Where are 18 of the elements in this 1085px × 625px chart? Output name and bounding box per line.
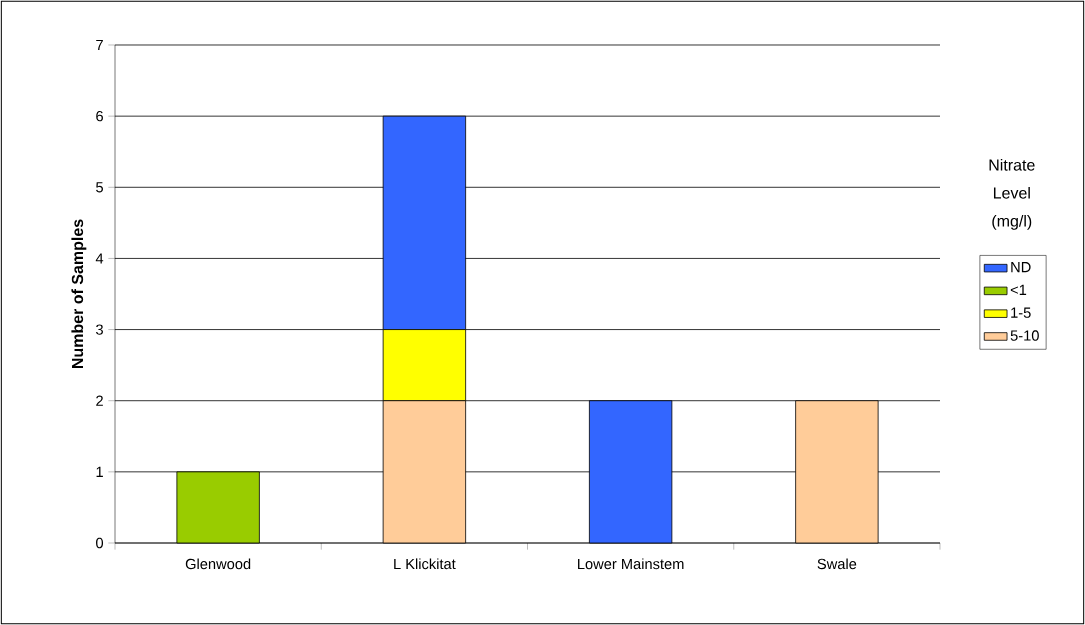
y-tick-label: 7 bbox=[96, 39, 103, 51]
legend-label: <1 bbox=[1010, 284, 1027, 295]
y-tick-label: 3 bbox=[96, 324, 103, 335]
x-tick-label: L Klickitat bbox=[394, 558, 456, 570]
x-tick-label: Swale bbox=[817, 558, 857, 570]
y-tick-label: 1 bbox=[96, 466, 103, 477]
x-tick-label: Glenwood bbox=[185, 558, 251, 570]
x-tick-label: Lower Mainstem bbox=[578, 558, 684, 570]
y-tick-label: 6 bbox=[96, 110, 103, 122]
y-tick-label: 4 bbox=[95, 253, 104, 264]
y-tick-label: 0 bbox=[96, 537, 104, 549]
legend-label: ND bbox=[1011, 262, 1031, 273]
y-axis-title: Number of Samples bbox=[71, 219, 87, 369]
y-tick-label: 5 bbox=[96, 182, 103, 193]
legend-label: 5-10 bbox=[1010, 330, 1039, 341]
y-tick-label: 2 bbox=[96, 395, 103, 406]
legend-label: 1-5 bbox=[1011, 307, 1031, 318]
legend-title: Nitrate Level (mg/l) bbox=[989, 158, 1035, 230]
